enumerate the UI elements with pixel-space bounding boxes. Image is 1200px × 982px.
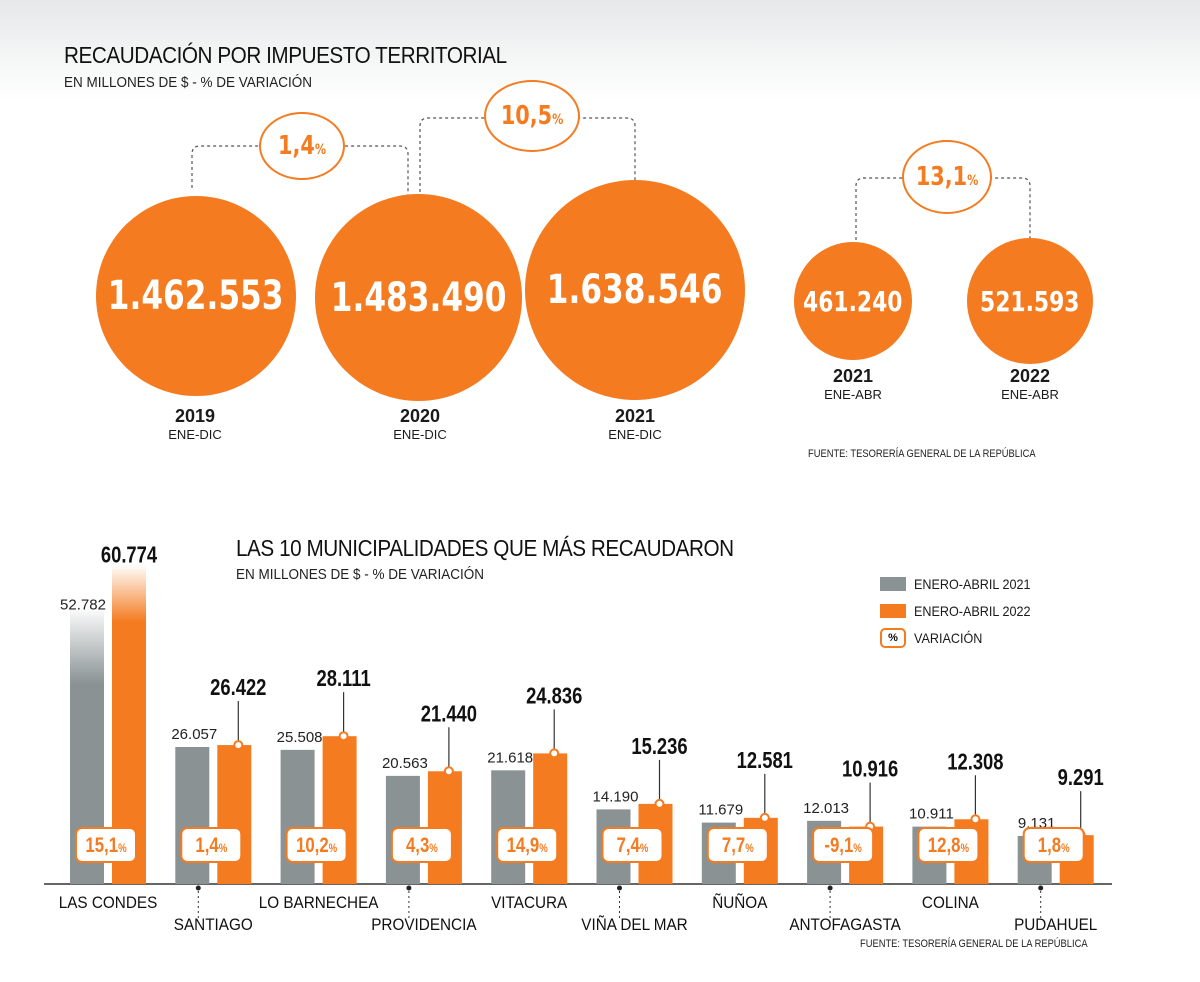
value-2022-7: 10.916 bbox=[842, 757, 898, 782]
variation-badge-8 bbox=[917, 827, 980, 863]
bottom-chart-title: LAS 10 MUNICIPALIDADES QUE MÁS RECAUDARO… bbox=[236, 535, 734, 561]
leader-dot-1 bbox=[233, 740, 244, 751]
category-label-5: VIÑA DEL MAR bbox=[581, 913, 687, 934]
category-dot-9 bbox=[1038, 885, 1044, 891]
value-2022-4: 24.836 bbox=[526, 684, 582, 709]
value-2021-2: 25.508 bbox=[277, 729, 323, 746]
bubble-2021-ene-abr: 461.240 bbox=[794, 242, 912, 360]
leader-dot-2 bbox=[338, 731, 349, 742]
legend-variation: % VARIACIÓN bbox=[880, 628, 990, 648]
label-2022-ene-abr: 2022 ENE-ABR bbox=[1001, 366, 1059, 402]
bubble-2019: 1.462.553 bbox=[96, 196, 296, 396]
bar-2022-1 bbox=[217, 745, 252, 884]
category-label-7: ANTOFAGASTA bbox=[789, 915, 901, 934]
variation-badge-9 bbox=[1022, 827, 1085, 863]
variation-value-2: 10,2% bbox=[296, 834, 338, 857]
value-2022-2: 28.111 bbox=[316, 666, 370, 691]
variation-value-3: 4,3% bbox=[406, 834, 438, 857]
value-2022-3: 21.440 bbox=[421, 701, 477, 726]
value-2021-8: 10.911 bbox=[909, 806, 954, 823]
category-label-0: LAS CONDES bbox=[59, 893, 158, 912]
value-2021-5: 14.190 bbox=[593, 788, 639, 805]
leader-dot-8 bbox=[970, 814, 981, 825]
value-2021-4: 21.618 bbox=[487, 749, 533, 766]
category-dot-3 bbox=[406, 885, 412, 891]
value-2021-7: 12.013 bbox=[803, 800, 849, 817]
label-2019: 2019 ENE-DIC bbox=[168, 406, 222, 442]
bubble-2020: 1.483.490 bbox=[315, 194, 522, 401]
variation-badge-2021-2022: 13,1% bbox=[902, 140, 992, 214]
leader-dot-6 bbox=[759, 812, 770, 823]
category-label-3: PROVIDENCIA bbox=[371, 915, 477, 934]
legend-2022: ENERO-ABRIL 2022 bbox=[880, 603, 1043, 619]
variation-value-6: 7,7% bbox=[722, 834, 754, 857]
bar-2022-4 bbox=[533, 753, 568, 884]
variation-value-9: 1,8% bbox=[1038, 834, 1070, 857]
legend-2021: ENERO-ABRIL 2021 bbox=[880, 576, 1043, 592]
value-2022-9: 9.291 bbox=[1058, 765, 1104, 790]
variation-badge-1 bbox=[180, 827, 243, 863]
category-dot-7 bbox=[827, 885, 833, 891]
value-2021-1: 26.057 bbox=[171, 726, 217, 743]
value-2022-5: 15.236 bbox=[631, 734, 687, 759]
leader-dot-4 bbox=[549, 748, 560, 759]
category-label-2: LO BARNECHEA bbox=[259, 893, 379, 912]
variation-value-8: 12,8% bbox=[928, 834, 970, 857]
variation-badge-3 bbox=[390, 827, 453, 863]
variation-badge-2019-2020: 1,4% bbox=[259, 112, 345, 180]
label-2020: 2020 ENE-DIC bbox=[393, 406, 447, 442]
value-2021-3: 20.563 bbox=[382, 755, 428, 772]
label-2021: 2021 ENE-DIC bbox=[608, 406, 662, 442]
bar-2021-1 bbox=[175, 746, 210, 884]
leader-dot-3 bbox=[443, 766, 454, 777]
variation-badge-2 bbox=[285, 827, 348, 863]
variation-badge-2020-2021: 10,5% bbox=[484, 80, 580, 152]
value-2021-0: 52.782 bbox=[60, 596, 106, 613]
value-2021-6: 11.679 bbox=[698, 802, 743, 819]
legend-pct-box: % bbox=[880, 628, 906, 648]
category-dot-5 bbox=[617, 885, 622, 891]
variation-badge-5 bbox=[601, 827, 664, 863]
legend-swatch-orange bbox=[880, 604, 906, 618]
bubble-2022-ene-abr: 521.593 bbox=[967, 238, 1093, 364]
top-chart-title: RECAUDACIÓN POR IMPUESTO TERRITORIAL bbox=[64, 42, 507, 68]
variation-badge-4 bbox=[496, 827, 559, 863]
variation-badge-7 bbox=[812, 827, 875, 863]
value-2022-0: 60.774 bbox=[101, 543, 158, 568]
bubble-2021: 1.638.546 bbox=[525, 180, 745, 400]
header-band bbox=[0, 0, 1200, 100]
variation-badge-0 bbox=[75, 827, 137, 863]
variation-value-0: 15,1% bbox=[85, 834, 127, 857]
top-chart-subtitle: EN MILLONES DE $ - % DE VARIACIÓN bbox=[64, 74, 313, 91]
category-dot-1 bbox=[195, 885, 201, 891]
legend-swatch-gray bbox=[880, 577, 906, 591]
value-2022-8: 12.308 bbox=[947, 749, 1003, 774]
variation-value-5: 7,4% bbox=[617, 834, 649, 857]
value-2022-1: 26.422 bbox=[210, 675, 266, 700]
label-2021-ene-abr: 2021 ENE-ABR bbox=[824, 366, 882, 402]
value-2022-6: 12.581 bbox=[737, 748, 793, 773]
top-source: FUENTE: TESORERÍA GENERAL DE LA REPÚBLIC… bbox=[808, 448, 1036, 460]
category-label-4: VITACURA bbox=[491, 893, 567, 912]
bar-2021-2 bbox=[280, 749, 315, 884]
bottom-chart-subtitle: EN MILLONES DE $ - % DE VARIACIÓN bbox=[236, 566, 485, 583]
bottom-source: FUENTE: TESORERÍA GENERAL DE LA REPÚBLIC… bbox=[860, 938, 1088, 950]
category-label-8: COLINA bbox=[922, 893, 979, 912]
category-label-9: PUDAHUEL bbox=[1014, 915, 1097, 934]
variation-badge-6 bbox=[706, 827, 769, 863]
variation-value-1: 1,4% bbox=[195, 834, 227, 857]
bar-chart: 52.782 60.774 15,1% LAS CONDES 26.057 26.422 1… bbox=[44, 543, 1112, 934]
leader-dot-5 bbox=[654, 798, 665, 809]
variation-value-4: 14,9% bbox=[507, 834, 549, 857]
variation-value-7: -9,1% bbox=[824, 834, 862, 857]
category-label-6: ÑUÑOA bbox=[712, 891, 767, 912]
category-label-1: SANTIAGO bbox=[174, 915, 253, 934]
